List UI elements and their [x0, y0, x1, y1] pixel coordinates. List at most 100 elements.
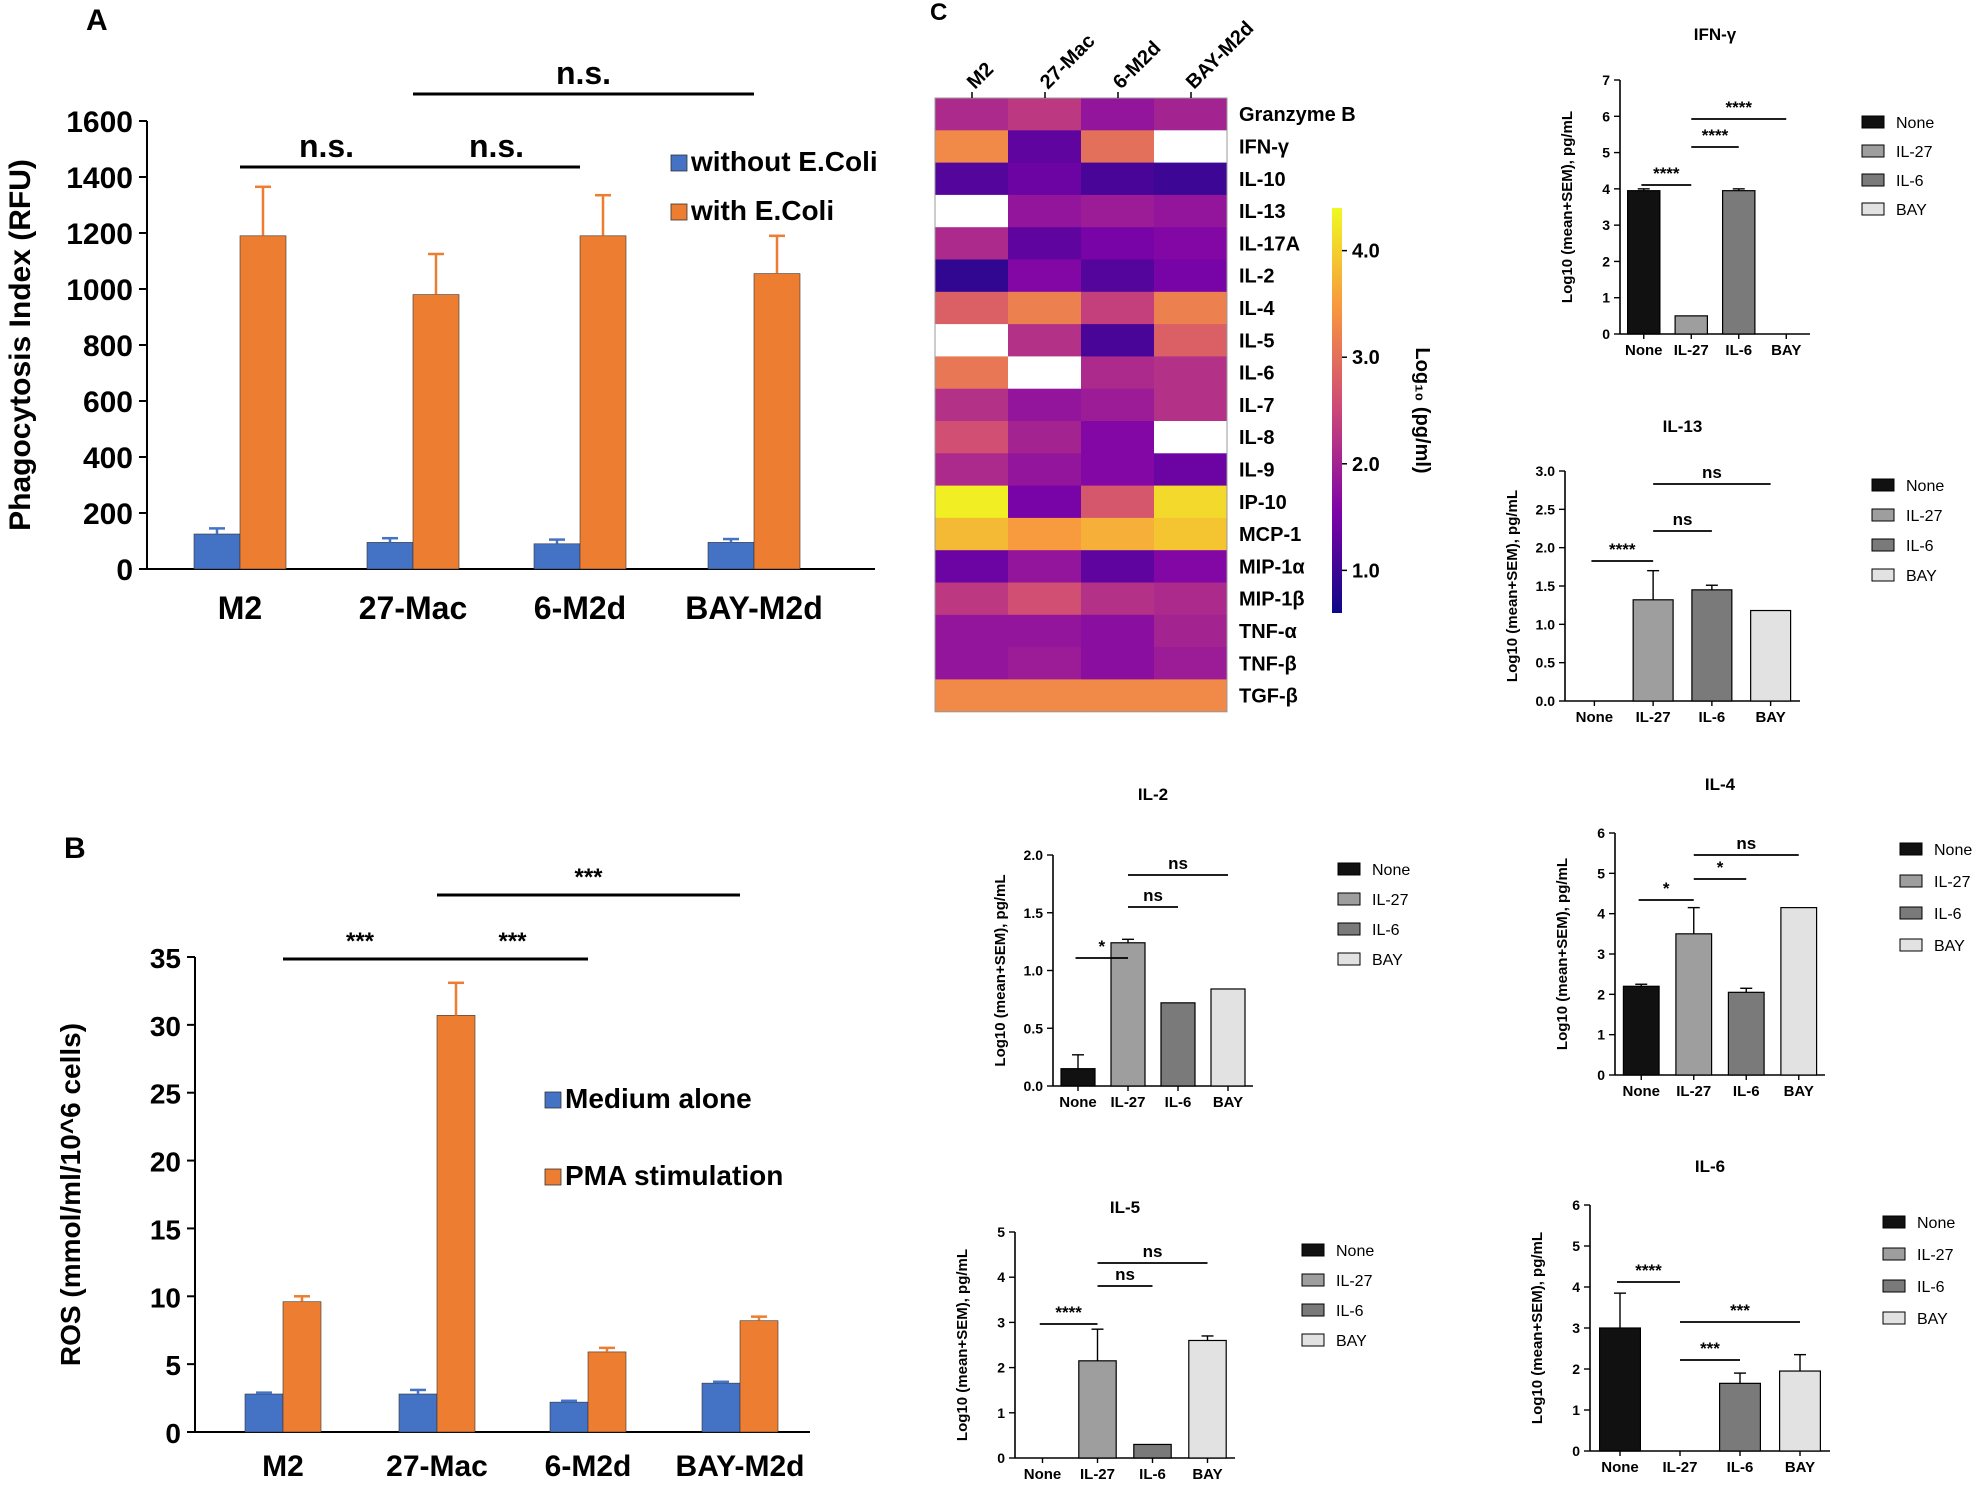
- legend-swatch: [1871, 508, 1895, 522]
- bar-without-e-coli: [193, 533, 241, 570]
- heatmap-row-label: TNF-α: [1239, 621, 1298, 643]
- heatmap-cell-il-17a-bay-m2d: [1154, 227, 1228, 260]
- bar-il-6: [1133, 1443, 1172, 1459]
- heatmap-cell-ip-10-6-m2d: [1081, 485, 1155, 519]
- heatmap-row-label: IFN-γ: [1239, 136, 1290, 158]
- heatmap-col-label: 27-Mac: [1036, 30, 1100, 94]
- bar-none: [1626, 190, 1661, 335]
- legend-swatch: [1871, 568, 1895, 582]
- x-tick-label: 27-Mac: [386, 1450, 488, 1483]
- y-tick-label: 2: [997, 1360, 1005, 1376]
- heatmap-cell-il-9-6-m2d: [1081, 453, 1155, 487]
- legend-label: None: [1896, 115, 1934, 132]
- legend-label: None: [1906, 478, 1944, 495]
- heatmap-cell-il-10-m2: [935, 162, 1009, 196]
- heatmap-cell-tnf-27-mac: [1008, 614, 1082, 648]
- heatmap-row-label: IL-5: [1239, 330, 1275, 352]
- legend-label: IL-27: [1896, 144, 1933, 161]
- x-tick-label: IL-27: [1662, 1459, 1697, 1476]
- y-axis-title: Log10 (mean+SEM), pg/mL: [992, 874, 1009, 1066]
- y-tick-label: 5: [1602, 145, 1610, 161]
- legend-swatch: [1301, 1243, 1325, 1257]
- y-tick-label: 20: [150, 1147, 181, 1178]
- bar-il-6: [1721, 190, 1756, 335]
- legend-swatch: [1899, 874, 1923, 888]
- chart-ifn: IFN-γ 0 1 2 3 4 5 6 7 Log10 (mean+SEM), pg/mL None…: [1559, 25, 1934, 359]
- legend-swatch: [544, 1091, 562, 1109]
- bar-bay: [1188, 1339, 1227, 1459]
- legend-label: BAY: [1917, 1311, 1948, 1328]
- chart-title: IL-4: [1705, 775, 1736, 794]
- heatmap-row-label: MIP-1α: [1239, 556, 1305, 578]
- y-tick-label: 2.5: [1536, 501, 1556, 517]
- colorbar: [1332, 208, 1342, 613]
- panel-label-a: A: [86, 4, 108, 37]
- heatmap-cell-il-7-m2: [935, 388, 1009, 422]
- heatmap-row-label: IL-17A: [1239, 233, 1300, 255]
- chart-il-6: IL-6 0 1 2 3 4 5 6 Log10 (mean+SEM), pg/mL None IL…: [1529, 1157, 1955, 1476]
- heatmap-cell-il-4-27-mac: [1008, 291, 1082, 325]
- significance-label: ****: [1726, 98, 1753, 117]
- heatmap-cell-ip-10-bay-m2d: [1154, 485, 1228, 519]
- heatmap-cell-tnf-bay-m2d: [1154, 647, 1228, 680]
- heatmap-cell-mip-1-m2: [935, 582, 1009, 616]
- x-tick-label: None: [1059, 1094, 1097, 1111]
- heatmap-cell-ip-10-m2: [935, 485, 1009, 519]
- legend-label: None: [1372, 862, 1410, 879]
- heatmap-col-label: BAY-M2d: [1182, 17, 1258, 93]
- y-tick-label: 0: [1602, 326, 1610, 342]
- y-tick-label: 3: [1572, 1320, 1580, 1336]
- bar-il-6: [1691, 589, 1733, 702]
- legend-swatch: [1337, 952, 1361, 966]
- significance-label: ****: [1055, 1303, 1082, 1322]
- significance-label: *: [1663, 879, 1670, 898]
- y-tick-label: 5: [165, 1350, 181, 1381]
- bar-none: [1060, 1068, 1096, 1087]
- y-tick-label: 1: [1597, 1027, 1605, 1043]
- heatmap-row-label: IL-13: [1239, 201, 1286, 223]
- heatmap-cell-il-7-27-mac: [1008, 388, 1082, 422]
- y-axis-title: Log10 (mean+SEM), pg/mL: [1559, 111, 1576, 303]
- heatmap-cell-il-17a-27-mac: [1008, 227, 1082, 260]
- y-tick-label: 1: [1602, 290, 1610, 306]
- y-tick-label: 1: [997, 1405, 1005, 1421]
- bar-with-e-coli: [579, 235, 627, 570]
- y-tick-label: 0: [165, 1418, 181, 1449]
- legend-swatch: [1882, 1311, 1906, 1325]
- heatmap-cell-ifn-27-mac: [1008, 130, 1082, 164]
- legend-label: IL-6: [1906, 538, 1934, 555]
- heatmap-cell-mip-1-27-mac: [1008, 582, 1082, 616]
- y-tick-label: 1200: [66, 218, 133, 251]
- y-tick-label: 5: [997, 1224, 1005, 1240]
- heatmap-cell-il-9-27-mac: [1008, 453, 1082, 487]
- bar-medium-alone: [701, 1382, 741, 1433]
- y-tick-label: 1.5: [1536, 578, 1556, 594]
- legend-swatch: [1337, 892, 1361, 906]
- bar-il-27: [1110, 942, 1146, 1087]
- heatmap-cell-il-8-m2: [935, 421, 1009, 454]
- x-tick-label: IL-6: [1727, 1459, 1754, 1476]
- heatmap-cell-mcp-1-bay-m2d: [1154, 517, 1228, 551]
- bar-without-e-coli: [533, 543, 581, 570]
- heatmap-row-label: IL-10: [1239, 169, 1286, 191]
- heatmap-cell-il-6-bay-m2d: [1154, 356, 1228, 390]
- heatmap-cell-ip-10-27-mac: [1008, 485, 1082, 519]
- x-tick-label: IL-27: [1636, 709, 1671, 726]
- significance-label: ns: [1736, 834, 1756, 853]
- colorbar-tick-label: 2.0: [1352, 454, 1380, 476]
- legend-label: IL-6: [1896, 173, 1924, 190]
- heatmap-cell-il-9-m2: [935, 453, 1009, 487]
- heatmap-cell-il-5-m2: [935, 324, 1009, 357]
- significance-label: ns: [1143, 886, 1163, 905]
- bar-medium-alone: [244, 1393, 284, 1433]
- heatmap-cell-il-6-6-m2d: [1081, 356, 1155, 390]
- chart-a: 0 200 400 600 800 1000 1200 1400 1600 Phagocytosi…: [4, 55, 878, 626]
- significance-label: *: [1717, 858, 1724, 877]
- x-tick-label: BAY: [1192, 1466, 1222, 1483]
- panel-label-b: B: [64, 832, 86, 865]
- y-tick-label: 2: [1602, 253, 1610, 269]
- heatmap-cell-ifn-6-m2d: [1081, 130, 1155, 164]
- significance-label: ns: [1702, 463, 1722, 482]
- x-tick-label: IL-27: [1080, 1466, 1115, 1483]
